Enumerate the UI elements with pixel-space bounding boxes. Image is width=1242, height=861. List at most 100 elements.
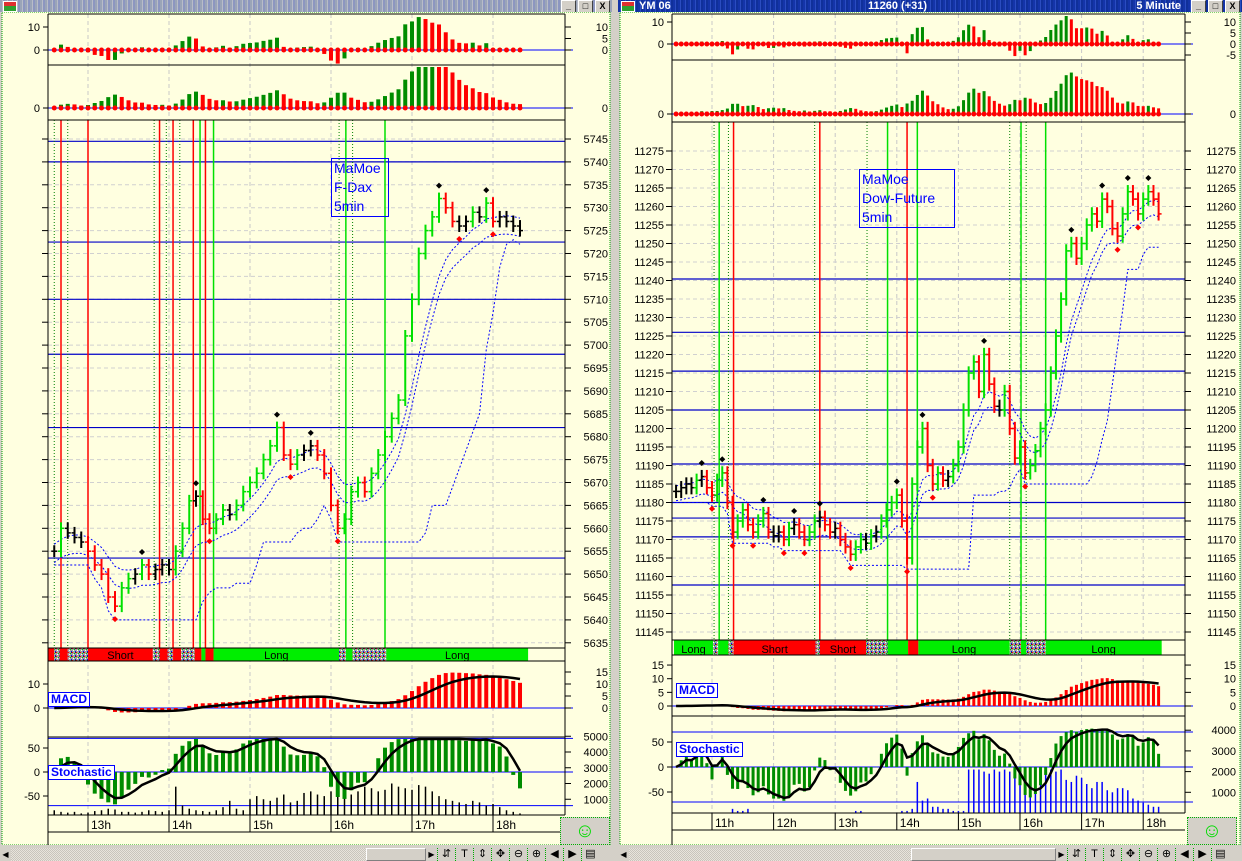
scroll-thumb[interactable]	[366, 848, 426, 861]
stoch-tick-label: 50	[652, 737, 664, 749]
volume-tick-label: 3000	[1212, 746, 1236, 758]
osc2-dot	[1130, 111, 1136, 117]
osc1-dot	[254, 47, 260, 53]
right-window-titlebar[interactable]: YM 06 11260 (+31) 5 Minute _ □ X	[618, 0, 1242, 12]
osc1-dot	[925, 41, 931, 47]
next-icon[interactable]: ▶	[563, 848, 581, 861]
calculator-icon[interactable]: ▤	[581, 848, 599, 861]
move-icon[interactable]: ✥	[1121, 848, 1139, 861]
osc1-dot	[1109, 41, 1115, 47]
scroll-right-icon[interactable]: ▶	[1058, 850, 1065, 859]
price-bar	[388, 412, 395, 443]
minimize-button[interactable]: _	[1191, 0, 1206, 12]
osc2-dot	[837, 111, 843, 117]
price-tick-label: 11250	[634, 239, 664, 251]
move-icon[interactable]: ✥	[491, 848, 509, 861]
osc2-dot	[1038, 111, 1044, 117]
price-bar	[152, 563, 159, 581]
zoom-out-icon[interactable]: ⊖	[1139, 848, 1157, 861]
vertical-scale-icon[interactable]: ⇕	[473, 848, 491, 861]
price-bar	[348, 485, 355, 526]
osc1-dot	[868, 41, 874, 47]
price-bar	[280, 421, 287, 461]
zoom-out-icon[interactable]: ⊖	[509, 848, 527, 861]
maximize-button[interactable]: □	[1208, 0, 1223, 12]
osc1-dot	[396, 47, 401, 53]
stochastic-label: Stochastic	[676, 742, 743, 757]
left-horizontal-scrollbar[interactable]: ◀ ▶ ⇵ T ⇕ ✥ ⊖ ⊕ ◀ ▶ ▤	[0, 848, 612, 861]
price-bar	[220, 504, 226, 526]
price-bar	[98, 558, 105, 581]
vertical-scale-icon[interactable]: ⇕	[1103, 848, 1121, 861]
osc1-dot	[1022, 41, 1028, 47]
calculator-icon[interactable]: ▤	[1211, 848, 1229, 861]
swing-low-diamond	[1022, 483, 1029, 490]
sync-icon[interactable]: ⇵	[1067, 848, 1085, 861]
text-icon[interactable]: T	[1085, 848, 1103, 861]
osc1-dot	[1038, 41, 1044, 47]
scroll-left-icon[interactable]: ◀	[2, 850, 9, 859]
zoom-in-icon[interactable]: ⊕	[1157, 848, 1175, 861]
swing-low-diamond	[112, 616, 118, 623]
signal-segment-long	[887, 640, 909, 655]
osc2-dot	[996, 111, 1002, 117]
price-bar	[58, 522, 64, 558]
osc2-dot	[858, 111, 864, 117]
price-tick-label: 5720	[584, 249, 608, 261]
time-axis-label: 18h	[1146, 816, 1166, 830]
stochastic-label: Stochastic	[48, 765, 115, 780]
annotation-line: MaMoe	[334, 160, 381, 176]
prev-icon[interactable]: ◀	[545, 848, 563, 861]
osc2-dot	[321, 105, 327, 111]
price-tick-label: 5690	[584, 386, 608, 398]
annotation-line: 5min	[334, 198, 365, 214]
zoom-in-icon[interactable]: ⊕	[527, 848, 545, 861]
window-gap	[620, 845, 1240, 848]
volume-tick-label: 4000	[584, 747, 608, 759]
smiley-status-icon[interactable]: ☺	[560, 817, 610, 845]
close-button[interactable]: X	[595, 0, 610, 12]
price-bar	[456, 215, 463, 232]
right-horizontal-scrollbar[interactable]: ◀ ▶ ⇵ T ⇕ ✥ ⊖ ⊕ ◀ ▶ ▤	[618, 848, 1242, 861]
osc2-dot	[51, 105, 57, 111]
price-bar	[328, 467, 334, 512]
stoch-tick-label: 0	[658, 762, 664, 774]
left-window-titlebar[interactable]: _ □ X	[0, 0, 612, 12]
osc1-dot	[1079, 41, 1085, 47]
scroll-right-icon[interactable]: ▶	[428, 850, 435, 859]
osc1-tick-label: 10	[1224, 17, 1236, 29]
close-button[interactable]: X	[1225, 0, 1240, 12]
swing-high-diamond	[816, 500, 823, 507]
osc1-dot	[750, 41, 756, 47]
osc1-dot	[1140, 41, 1146, 47]
signal-segment-short	[205, 648, 214, 661]
next-icon[interactable]: ▶	[1193, 848, 1211, 861]
maximize-button[interactable]: □	[578, 0, 593, 12]
osc1-dot	[288, 47, 293, 53]
swing-low-diamond	[490, 231, 496, 238]
osc2-dot	[966, 111, 972, 117]
swing-low-diamond	[750, 542, 757, 549]
scroll-thumb[interactable]	[911, 848, 1056, 861]
osc1-dot	[470, 47, 476, 53]
osc1-dot	[342, 47, 347, 53]
osc1-dot	[1027, 41, 1033, 47]
osc1-dot	[801, 41, 807, 47]
trailing-stop-line	[676, 246, 1159, 570]
scroll-track[interactable]	[11, 848, 366, 861]
osc1-dot	[704, 41, 710, 47]
osc1-dot	[375, 47, 381, 53]
text-icon[interactable]: T	[455, 848, 473, 861]
scroll-track[interactable]	[629, 848, 911, 861]
prev-icon[interactable]: ◀	[1175, 848, 1193, 861]
price-tick-label: 11235	[634, 294, 664, 306]
osc1-dot	[1053, 41, 1059, 47]
osc1-dot	[227, 47, 233, 53]
sync-icon[interactable]: ⇵	[437, 848, 455, 861]
scroll-left-icon[interactable]: ◀	[620, 850, 627, 859]
osc1-dot	[450, 47, 455, 53]
smiley-status-icon[interactable]: ☺	[1187, 817, 1237, 845]
minimize-button[interactable]: _	[561, 0, 576, 12]
macd-tick-label: 0	[658, 701, 664, 713]
price-tick-label: 11245	[1206, 257, 1236, 269]
